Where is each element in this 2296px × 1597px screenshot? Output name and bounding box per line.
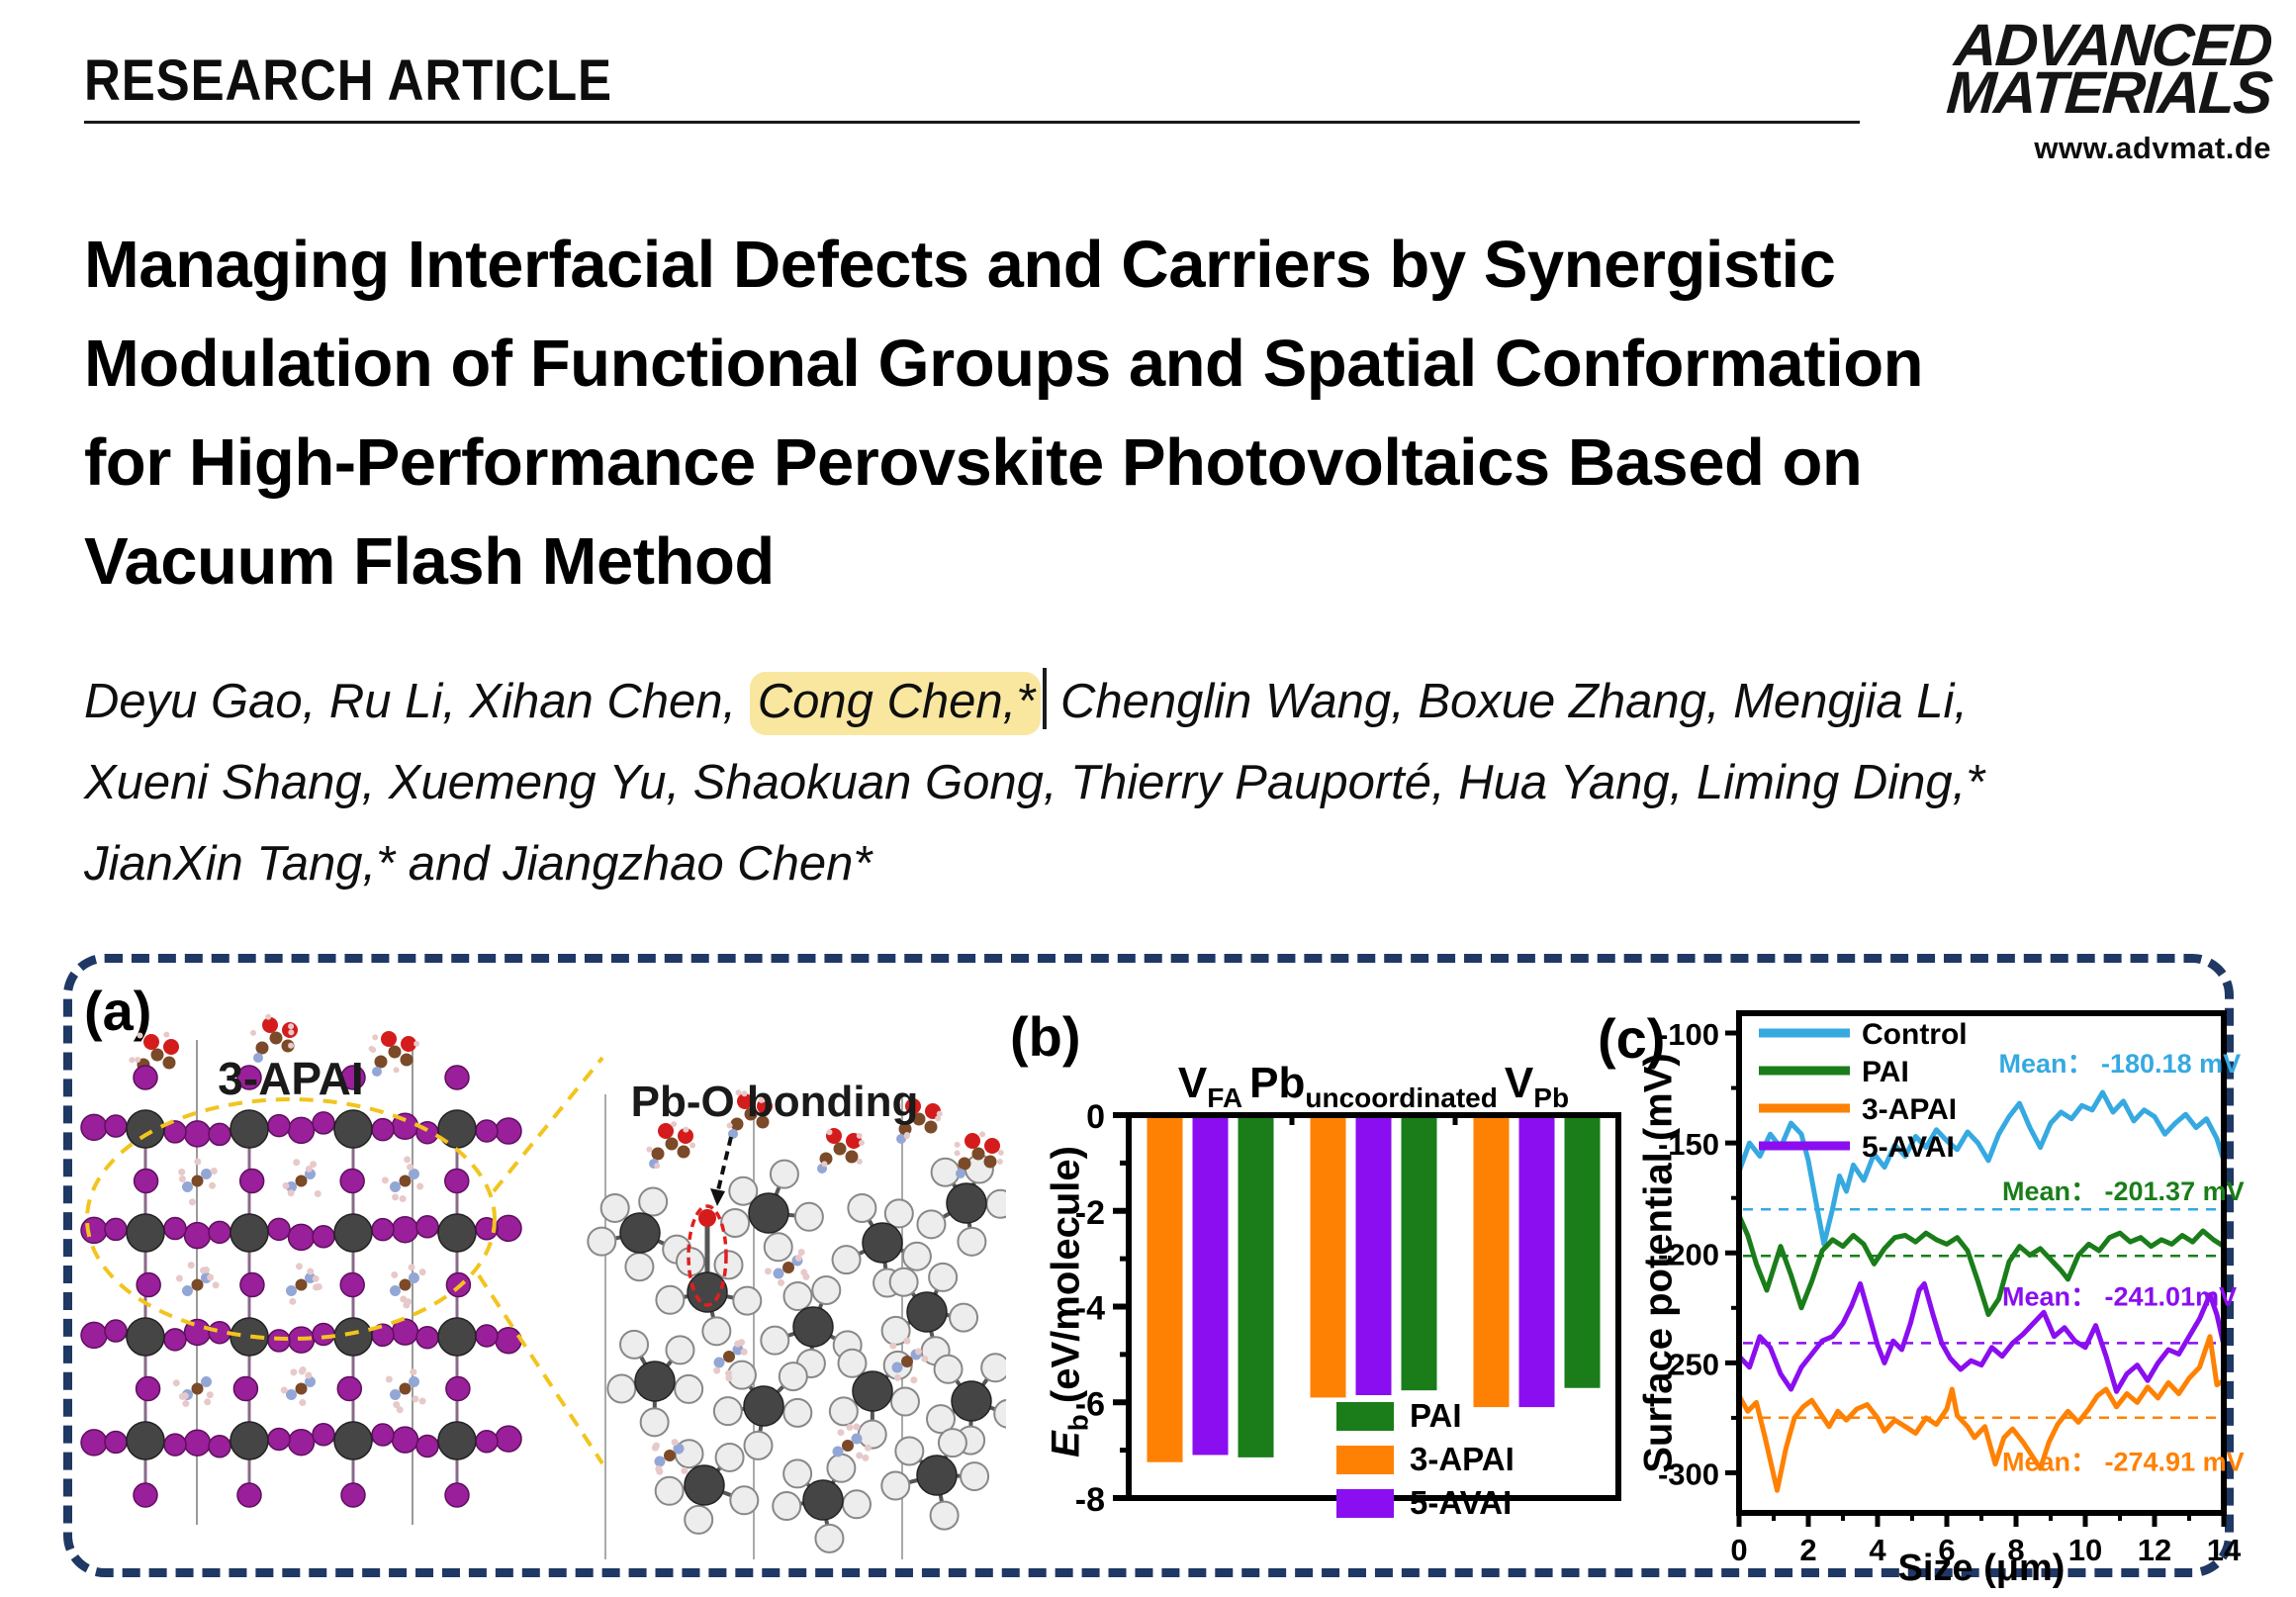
panel-b-label: (b) [1010,1005,1081,1068]
svg-text:8: 8 [2007,1533,2024,1567]
line-chart-y-axis-label: Surface potential (mV) [1636,1053,1681,1473]
svg-text:-150: -150 [1658,1127,1719,1162]
lattice-3apai [80,1013,522,1525]
legend-item-PAI: PAI [1336,1397,1515,1435]
bar-chart-legend: PAI 3-APAI 5-AVAI [1336,1397,1515,1528]
svg-text:-300: -300 [1658,1457,1719,1492]
line-chart-legend: Control PAI 3-APAI 5-AVAI [1759,1018,1968,1164]
series-PAI [1736,1213,2227,1317]
line-chart-x-axis-label: Size (μm) [1897,1548,2066,1589]
legend-swatch [1336,1401,1394,1431]
svg-text:3-APAI: 3-APAI [1862,1093,1957,1126]
title-line-3: for High-Performance Perovskite Photovol… [84,425,1863,500]
highlighted-author[interactable]: Cong Chen,* [749,672,1042,735]
mean-annotation-5-AVAI: Mean： -241.01mV [2002,1282,2237,1312]
zoomed-structure [587,1089,1006,1559]
svg-text:5-AVAI: 5-AVAI [1862,1131,1955,1164]
svg-text:Control: Control [1862,1018,1968,1051]
series-Control [1736,1089,2227,1247]
svg-text:-4: -4 [1075,1290,1105,1328]
svg-text:0: 0 [1086,1098,1105,1136]
mean-annotation-3-APAI: Mean： -274.91 mV [2002,1447,2245,1476]
bar-y-ticks: 0 -2 -4 -6 -8 [1075,1098,1458,1519]
svg-text:-6: -6 [1075,1385,1105,1423]
article-type-label: RESEARCH ARTICLE [84,48,612,113]
title-line-2: Modulation of Functional Groups and Spat… [84,327,1924,401]
svg-text:-200: -200 [1658,1237,1719,1271]
title-line-1: Managing Interfacial Defects and Carrier… [84,228,1836,302]
journal-logo: ADVANCED MATERIALS www.advmat.de [1945,12,2274,166]
legend-item-3-APAI: 3-APAI [1336,1441,1515,1478]
svg-text:-8: -8 [1075,1481,1105,1519]
legend-label: 3-APAI [1410,1441,1515,1477]
line-chart-panel: -100 -150 -200 -250 -300 0 2 4 6 8 10 12 14 Control PA… [1592,974,2245,1589]
bars [1147,1115,1601,1462]
zoom-ellipse [85,1097,497,1341]
highlighted-author-text: Cong Chen,* [757,675,1036,728]
pb-o-arrow [715,1136,733,1195]
legend-label: 5-AVAI [1410,1484,1513,1521]
bar-chart: 0 -2 -4 -6 -8 [1075,1098,1621,1519]
series-3-APAI [1736,1334,2227,1493]
journal-url[interactable]: www.advmat.de [2034,131,2271,165]
svg-text:14: 14 [2207,1533,2242,1567]
legend-item-5-AVAI: 5-AVAI [1336,1484,1515,1522]
line-axis-frame [1736,1010,2227,1516]
svg-text:PAI: PAI [1862,1056,1909,1088]
legend-swatch [1336,1488,1394,1518]
svg-text:-2: -2 [1075,1194,1105,1232]
line-chart: -100 -150 -200 -250 -300 0 2 4 6 8 10 12 14 Control PA… [1658,1010,2245,1567]
pb-o-bond-ellipse [687,1204,728,1307]
svg-text:6: 6 [1938,1533,1955,1567]
article-title: Managing Interfacial Defects and Carrier… [84,216,2043,611]
journal-logo-line2: MATERIALS [1945,59,2274,126]
bar-chart-y-axis-label: Eb (eV/molecule) [1044,1146,1094,1457]
svg-text:12: 12 [2138,1533,2171,1567]
mean-annotation-Control: Mean： -180.18 mV [1999,1049,2242,1079]
author-list: Deyu Gao, Ru Li, Xihan Chen, Cong Chen,*… [84,661,2063,904]
svg-text:4: 4 [1869,1533,1886,1567]
bar-chart-panel: 0 -2 -4 -6 -8 Eb (eV/molecule) VFA Pbuncoordi… [1008,974,1631,1579]
author-names: Deyu Gao, Ru Li, Xihan Chen, [84,675,750,728]
author-names: Chenglin Wang, Boxue Zhang, Mengjia Li, [1047,675,1969,728]
bar-category-label: VFA [1177,1059,1243,1113]
mean-annotation-PAI: Mean： -201.37 mV [2002,1176,2245,1206]
svg-text:2: 2 [1799,1533,1816,1567]
pb-o-arrowhead [710,1188,725,1206]
panel-a-structures [80,1013,1006,1559]
series-5-AVAI [1736,1280,2227,1394]
author-line-1: Deyu Gao, Ru Li, Xihan Chen, Cong Chen,*… [84,661,2063,742]
svg-text:-100: -100 [1658,1017,1719,1052]
text-caret [1043,668,1048,729]
line-axis-ticks: -100 -150 -200 -250 -300 0 2 4 6 8 10 12 14 [1658,1017,2242,1567]
bar-category-label: VPb [1504,1059,1570,1113]
figure-1: (a) (b) (c) 3-APAI Pb-O bonding 0 -2 -4 -6 -… [63,954,2245,1589]
author-line-3: JianXin Tang,* and Jiangzhao Chen* [84,837,872,891]
structure-label-3apai: 3-APAI [218,1053,364,1104]
author-line-2: Xueni Shang, Xuemeng Yu, Shaokuan Gong, … [84,756,1985,809]
header-rule [84,121,1860,124]
title-line-4: Vacuum Flash Method [84,524,775,599]
panel-a-label: (a) [84,980,152,1042]
svg-text:-250: -250 [1658,1347,1719,1381]
structure-label-pb-o-bonding: Pb-O bonding [630,1078,919,1126]
svg-text:0: 0 [1730,1533,1747,1567]
bar-category-label: Pbuncoordinated [1249,1059,1498,1113]
panel-c-label: (c) [1598,1007,1666,1070]
svg-text:10: 10 [2068,1533,2102,1567]
legend-label: PAI [1410,1397,1462,1434]
legend-swatch [1336,1445,1394,1474]
